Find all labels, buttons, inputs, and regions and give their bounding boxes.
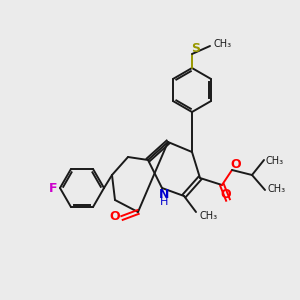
Text: O: O [231, 158, 241, 172]
Text: CH₃: CH₃ [214, 39, 232, 49]
Text: CH₃: CH₃ [200, 211, 218, 221]
Text: CH₃: CH₃ [267, 184, 285, 194]
Text: O: O [221, 188, 231, 202]
Text: F: F [49, 182, 57, 194]
Text: N: N [159, 188, 169, 200]
Text: CH₃: CH₃ [266, 156, 284, 166]
Text: H: H [160, 197, 168, 207]
Text: S: S [191, 43, 200, 56]
Text: O: O [110, 211, 120, 224]
